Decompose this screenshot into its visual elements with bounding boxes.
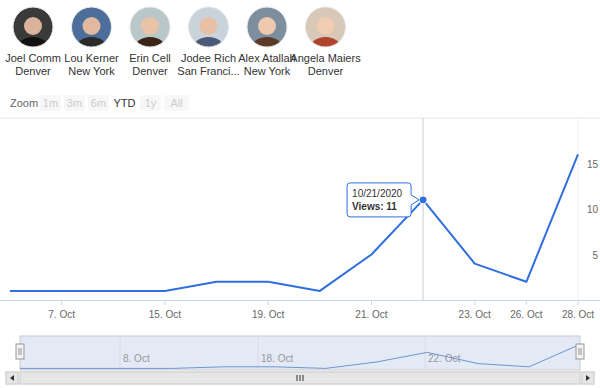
tooltip-title: 10/21/2020 bbox=[352, 188, 402, 199]
handle-grip bbox=[581, 348, 582, 355]
x-tick-label: 19. Oct bbox=[252, 309, 284, 320]
zoom-button-label[interactable]: YTD bbox=[114, 97, 136, 109]
x-tick bbox=[578, 300, 579, 305]
scrollbar-grip bbox=[303, 375, 304, 381]
person-name: Lou Kerner bbox=[64, 52, 119, 64]
scrollbar-grip bbox=[300, 375, 301, 381]
person-city: New York bbox=[68, 65, 115, 77]
x-axis-line bbox=[0, 300, 600, 301]
navigator-label: 18. Oct bbox=[261, 353, 293, 364]
person-city: New York bbox=[244, 65, 291, 77]
avatar-ring bbox=[130, 7, 170, 47]
person-name: Erin Cell bbox=[129, 52, 171, 64]
y-tick-label: 15 bbox=[587, 159, 599, 170]
zoom-button[interactable] bbox=[140, 95, 161, 111]
avatar-face bbox=[317, 17, 335, 35]
navigator-handle[interactable] bbox=[576, 344, 584, 359]
plot-top-border bbox=[0, 118, 600, 119]
person-city: Denver bbox=[15, 65, 51, 77]
navigator-mask bbox=[20, 336, 580, 370]
chart: Joel CommDenverLou KernerNew YorkErin Ce… bbox=[0, 0, 600, 388]
zoom-button-label[interactable]: 3m bbox=[67, 97, 82, 109]
avatar-face bbox=[83, 17, 101, 35]
person-city: San Franci... bbox=[177, 65, 239, 77]
x-tick bbox=[164, 300, 165, 305]
x-tick-label: 15. Oct bbox=[149, 309, 181, 320]
zoom-button[interactable] bbox=[112, 95, 137, 111]
x-tick bbox=[371, 300, 372, 305]
x-tick-label: 23. Oct bbox=[459, 309, 491, 320]
x-tick bbox=[474, 300, 475, 305]
x-tick-label: 7. Oct bbox=[48, 309, 75, 320]
avatar-ring bbox=[189, 7, 229, 47]
navigator-grid bbox=[120, 336, 121, 370]
avatar-face bbox=[24, 17, 42, 35]
zoom-label: Zoom bbox=[10, 97, 38, 109]
x-tick bbox=[268, 300, 269, 305]
scrollbar-arrow bbox=[10, 375, 14, 381]
x-tick-label: 21. Oct bbox=[355, 309, 387, 320]
person-name: Alex Atallah bbox=[238, 52, 295, 64]
person-name: Joel Comm bbox=[5, 52, 61, 64]
x-tick bbox=[526, 300, 527, 305]
scrollbar-thumb[interactable] bbox=[20, 372, 580, 384]
zoom-button-label[interactable]: All bbox=[170, 97, 182, 109]
crosshair bbox=[423, 118, 424, 300]
navigator-handle[interactable] bbox=[16, 344, 24, 359]
handle-grip bbox=[19, 348, 20, 355]
zoom-button[interactable] bbox=[88, 95, 109, 111]
handle-grip bbox=[21, 348, 22, 355]
hover-point bbox=[419, 196, 427, 204]
avatar-face bbox=[141, 17, 159, 35]
avatar-ring bbox=[306, 7, 346, 47]
zoom-button[interactable] bbox=[164, 95, 189, 111]
zoom-button-label[interactable]: 1y bbox=[145, 97, 157, 109]
y-tick-label: 5 bbox=[592, 250, 598, 261]
avatar-face bbox=[200, 17, 218, 35]
x-tick bbox=[61, 300, 62, 305]
x-tick-label: 28. Oct bbox=[562, 309, 594, 320]
avatar-face bbox=[258, 17, 276, 35]
plot-area bbox=[10, 154, 578, 291]
scrollbar-right[interactable] bbox=[582, 372, 594, 384]
y-tick-label: 10 bbox=[587, 204, 599, 215]
avatar-ring bbox=[247, 7, 287, 47]
person-city: Denver bbox=[132, 65, 168, 77]
navigator-grid bbox=[258, 336, 259, 370]
scrollbar-grip bbox=[297, 375, 298, 381]
zoom-button[interactable] bbox=[40, 95, 61, 111]
person-name: Angela Maiers bbox=[290, 52, 361, 64]
scrollbar-track[interactable] bbox=[6, 372, 594, 384]
person-name: Jodee Rich bbox=[181, 52, 236, 64]
person-city: Denver bbox=[308, 65, 344, 77]
zoom-button-label[interactable]: 1m bbox=[43, 97, 58, 109]
avatar-ring bbox=[72, 7, 112, 47]
scrollbar-arrow bbox=[586, 375, 590, 381]
avatar-ring bbox=[13, 7, 53, 47]
zoom-button[interactable] bbox=[64, 95, 85, 111]
tooltip-text: Views: 11 bbox=[352, 201, 397, 212]
zoom-button-label[interactable]: 6m bbox=[91, 97, 106, 109]
navigator-series bbox=[20, 344, 580, 368]
navigator-label: 8. Oct bbox=[123, 353, 150, 364]
x-tick-label: 26. Oct bbox=[510, 309, 542, 320]
tooltip-box bbox=[347, 183, 419, 217]
handle-grip bbox=[579, 348, 580, 355]
y-axis-line bbox=[578, 118, 579, 300]
line-series bbox=[10, 154, 578, 291]
scrollbar-left[interactable] bbox=[6, 372, 18, 384]
